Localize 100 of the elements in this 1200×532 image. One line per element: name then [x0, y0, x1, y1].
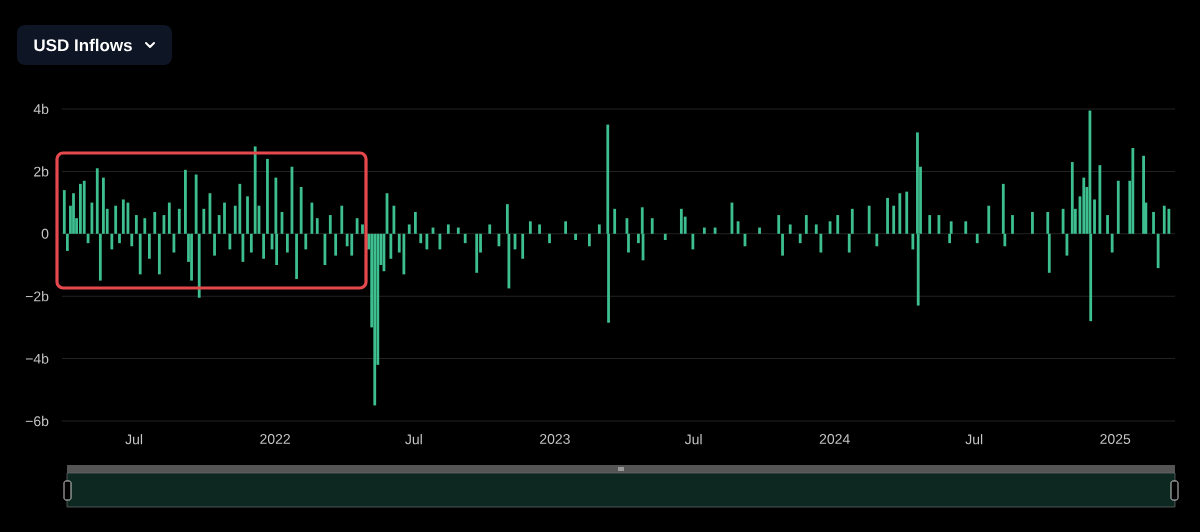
bar	[373, 233, 377, 406]
bar	[446, 224, 450, 234]
bar	[886, 197, 889, 234]
bar	[62, 190, 66, 234]
bar	[79, 183, 82, 234]
bar	[228, 233, 232, 250]
bar	[213, 233, 216, 256]
bar	[413, 211, 417, 234]
bar	[850, 208, 854, 234]
bar	[637, 233, 640, 244]
bar	[249, 233, 253, 253]
x-tick-label: Jul	[125, 434, 143, 445]
bar	[355, 218, 359, 234]
y-tick-label: 2b	[34, 166, 49, 177]
bar	[315, 218, 319, 234]
bar	[911, 233, 915, 250]
bar	[475, 233, 479, 273]
bar	[814, 224, 818, 234]
bar	[134, 215, 138, 234]
chart-title: USD Inflows	[34, 38, 132, 52]
bar	[304, 233, 308, 250]
x-tick-label: Jul	[405, 434, 422, 445]
bar	[217, 215, 221, 234]
bar	[538, 224, 541, 234]
bar	[72, 193, 75, 234]
bar	[202, 208, 206, 234]
bar	[781, 233, 784, 256]
bar	[1162, 205, 1166, 234]
bar	[153, 211, 157, 234]
bar	[663, 233, 667, 241]
bar	[1156, 233, 1160, 269]
bar	[223, 202, 226, 234]
bar	[1106, 215, 1109, 234]
bar	[867, 205, 871, 234]
bar	[114, 205, 118, 234]
y-tick-label: −4b	[25, 353, 49, 364]
x-tick-label: 2025	[1100, 434, 1131, 444]
bar	[167, 202, 171, 234]
bar	[905, 191, 909, 234]
bar	[964, 221, 968, 234]
x-tick-label: Jul	[684, 434, 702, 445]
bar	[898, 193, 902, 234]
bar	[650, 218, 654, 234]
bar	[548, 233, 551, 244]
y-tick-label: −2b	[25, 291, 49, 302]
bar	[184, 169, 187, 234]
bar	[679, 208, 683, 234]
bar	[419, 233, 423, 244]
bar	[875, 233, 879, 247]
bar	[1142, 155, 1145, 234]
bar	[310, 202, 314, 234]
bar	[758, 227, 761, 234]
y-tick-label: −6b	[25, 415, 49, 427]
bar	[702, 227, 706, 234]
bar	[121, 199, 125, 234]
bar	[299, 186, 303, 234]
x-tick-label: 2022	[260, 434, 290, 444]
bar	[118, 233, 121, 244]
bar	[1011, 215, 1014, 234]
bar	[528, 221, 532, 234]
bar	[361, 224, 364, 234]
bar	[1152, 211, 1155, 234]
bar	[95, 168, 99, 234]
bar	[82, 180, 86, 234]
x-tick-label: Jul	[965, 434, 983, 445]
bar	[564, 221, 568, 234]
bar	[836, 215, 840, 234]
bar	[190, 233, 193, 281]
bar	[798, 233, 802, 244]
bar	[148, 233, 151, 259]
bar	[1093, 199, 1096, 234]
bar	[246, 196, 249, 234]
bar	[597, 224, 601, 234]
x-tick-label: 2023	[540, 434, 570, 444]
bar	[788, 224, 792, 234]
bar	[488, 224, 492, 234]
bar	[130, 233, 134, 247]
bar	[334, 233, 338, 256]
bar	[407, 224, 411, 234]
bar	[975, 233, 979, 244]
bar	[587, 233, 591, 247]
bar	[285, 233, 289, 253]
bar	[177, 208, 181, 234]
bar	[1070, 162, 1074, 234]
bar	[238, 183, 242, 234]
y-tick-label: 0	[41, 228, 49, 239]
bar	[574, 233, 577, 241]
bar	[295, 233, 298, 280]
bar	[340, 205, 344, 234]
bar	[521, 233, 525, 259]
bar	[65, 233, 69, 251]
bar	[266, 158, 269, 234]
bar	[819, 233, 823, 253]
bar	[253, 146, 257, 234]
bar	[389, 233, 393, 259]
y-tick-label: 4b	[33, 103, 49, 115]
bar	[1082, 177, 1086, 234]
bar	[777, 215, 781, 234]
bar	[110, 233, 114, 250]
bar	[1116, 180, 1120, 234]
